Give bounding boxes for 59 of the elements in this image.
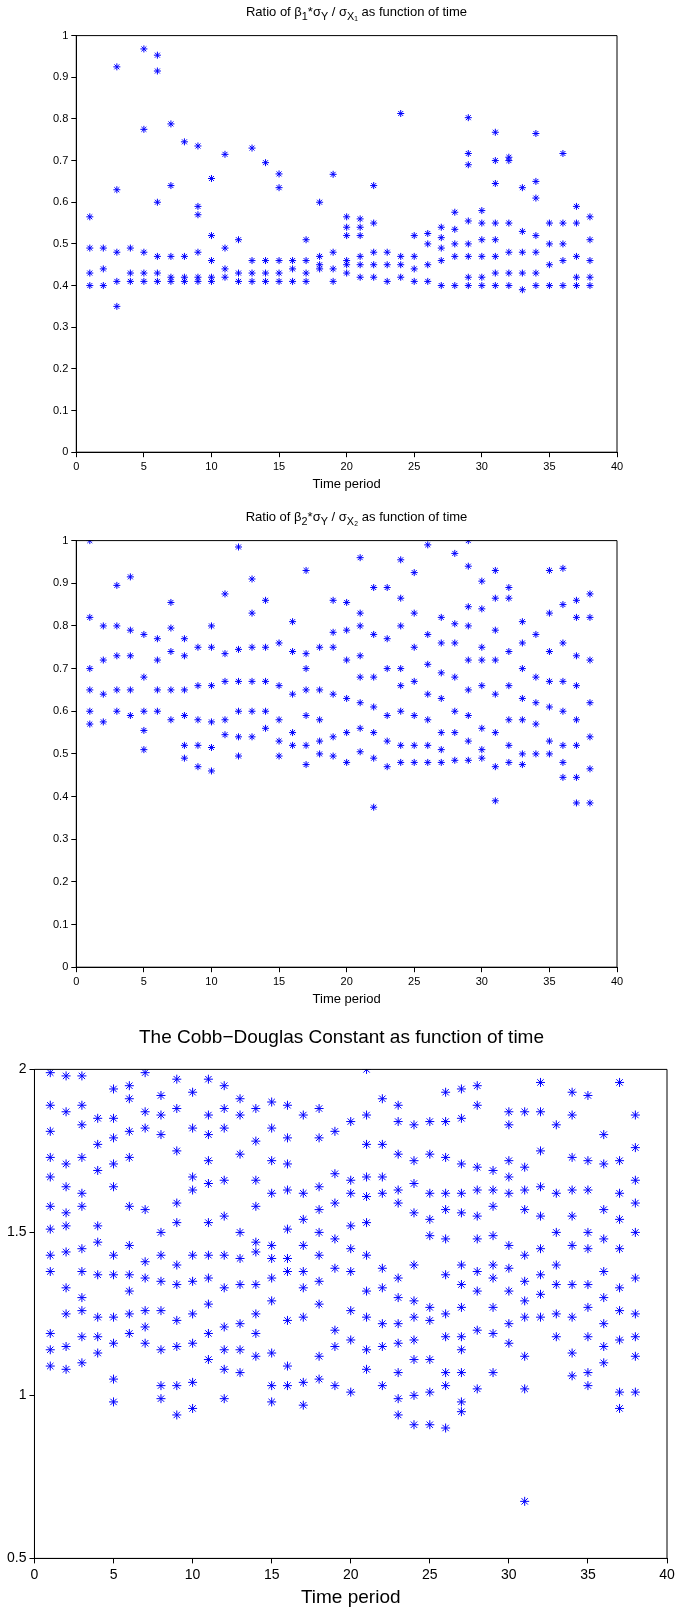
- x-tick-label: 10: [205, 974, 218, 987]
- y-tick-label: 0.7: [52, 153, 69, 166]
- y-tick-label: 0: [62, 445, 69, 458]
- y-tick-label: 0.4: [52, 278, 69, 291]
- x-tick-label: 40: [659, 1565, 675, 1582]
- x-tick-label: 30: [501, 1565, 517, 1582]
- x-tick-label: 15: [272, 974, 286, 987]
- x-tick-label: 25: [408, 974, 421, 987]
- x-tick-label: 15: [272, 459, 286, 472]
- x-tick-label: 30: [475, 974, 488, 987]
- y-tick-label: 0.7: [52, 661, 69, 674]
- y-tick-label: 0.9: [52, 70, 69, 83]
- y-tick-label: 1: [62, 533, 69, 546]
- y-tick-label: 1.5: [6, 1223, 27, 1240]
- y-tick-label: 0.3: [52, 832, 69, 845]
- y-tick-label: 1: [62, 28, 69, 41]
- y-tick-label: 0.1: [52, 917, 69, 930]
- y-tick-label: 0.9: [52, 576, 69, 589]
- x-axis-title: Time period: [312, 990, 381, 1006]
- y-tick-label: 0.5: [52, 746, 69, 759]
- y-tick-label: 0.2: [52, 361, 69, 374]
- y-tick-label: 0.4: [52, 789, 69, 802]
- x-tick-label: 0: [73, 459, 80, 472]
- x-tick-label: 35: [543, 974, 556, 987]
- y-tick-label: 0.3: [52, 320, 69, 333]
- y-tick-label: 0.5: [6, 1549, 27, 1566]
- x-tick-label: 35: [580, 1565, 596, 1582]
- x-tick-label: 20: [340, 974, 353, 987]
- y-tick-label: 0.6: [52, 704, 69, 717]
- x-tick-label: 40: [610, 459, 624, 472]
- x-tick-label: 0: [73, 974, 80, 987]
- y-tick-label: 0.2: [52, 874, 69, 887]
- x-tick-label: 35: [543, 459, 556, 472]
- y-tick-label: 2: [18, 1060, 27, 1077]
- chart-title: The Cobb−Douglas Constant as function of time: [137, 1025, 545, 1049]
- x-tick-label: 10: [184, 1565, 201, 1582]
- x-tick-label: 25: [408, 459, 421, 472]
- x-axis-title: Time period: [300, 1585, 401, 1607]
- y-tick-label: 0.8: [52, 111, 69, 124]
- x-tick-label: 0: [30, 1565, 39, 1582]
- x-tick-label: 30: [475, 459, 488, 472]
- y-tick-label: 0.6: [52, 195, 69, 208]
- x-tick-label: 25: [422, 1565, 438, 1582]
- x-tick-label: 10: [205, 459, 218, 472]
- y-tick-label: 0: [62, 960, 69, 973]
- y-tick-label: 1: [18, 1386, 27, 1403]
- y-tick-label: 0.1: [52, 403, 69, 416]
- x-axis-title: Time period: [312, 475, 381, 491]
- x-tick-label: 20: [340, 459, 353, 472]
- x-tick-label: 20: [342, 1565, 359, 1582]
- x-tick-label: 15: [263, 1565, 280, 1582]
- x-tick-label: 5: [109, 1565, 118, 1582]
- x-tick-label: 40: [610, 974, 624, 987]
- y-tick-label: 0.8: [52, 618, 69, 631]
- chart-title: Ratio of β$_{1}$*σ$_{Y}$ / σ$_{X₁}$ as function of time: [244, 3, 469, 24]
- x-tick-label: 5: [140, 459, 147, 472]
- y-tick-label: 0.5: [52, 236, 69, 249]
- x-tick-label: 5: [140, 974, 147, 987]
- chart-title: Ratio of β$_{2}$*σ$_{Y}$ / σ$_{X₂}$ as function of time: [244, 508, 469, 529]
